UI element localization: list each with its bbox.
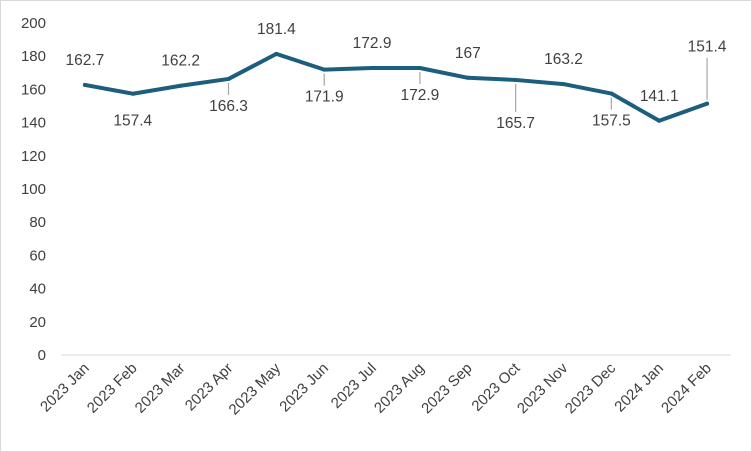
data-point [226,76,231,81]
data-label: 162.2 [161,53,200,70]
data-point [178,83,183,88]
leader-lines [227,57,708,112]
data-point [657,118,662,123]
data-label: 165.7 [496,115,535,132]
data-point [322,67,327,72]
data-label: 157.5 [592,113,631,130]
data-label: 157.4 [113,113,152,130]
y-tick-label: 160 [21,81,46,98]
x-tick-label: 2023 Jun [276,360,332,416]
y-tick-label: 40 [29,281,46,298]
x-tick-label: 2023 Nov [514,359,572,417]
y-tick-label: 120 [21,148,46,165]
y-tick-label: 100 [21,181,46,198]
data-label: 172.9 [353,35,392,52]
data-point [130,91,135,96]
data-point [465,75,470,80]
x-tick-label: 2023 Aug [371,360,428,417]
data-point [417,65,422,70]
data-point [609,91,614,96]
x-tick-label: 2023 Sep [418,360,475,417]
y-tick-label: 180 [21,48,46,65]
x-tick-label: 2023 Jan [37,360,93,416]
data-label: 181.4 [257,21,296,38]
y-tick-label: 0 [38,347,46,364]
x-tick-label: 2023 May [226,359,285,418]
data-labels: 162.7 157.4 162.2 166.3 181.4 171.9 172.9 172.9… [66,21,727,132]
y-axis-tick-labels: 0 20 40 60 80 100 120 140 160 180 200 [21,15,46,364]
data-point [82,82,87,87]
y-tick-label: 20 [29,314,46,331]
x-tick-label: 2024 Jan [611,360,667,416]
x-tick-label: 2023 Dec [562,359,620,417]
x-tick-label: 2023 Mar [132,360,189,417]
data-label: 163.2 [544,51,583,68]
data-point [561,82,566,87]
series-line [82,51,710,123]
data-point [274,51,279,56]
y-tick-label: 140 [21,115,46,132]
data-label: 167 [455,45,481,62]
data-label: 172.9 [401,87,440,104]
data-point [370,65,375,70]
data-point [705,101,710,106]
data-label: 141.1 [640,88,679,105]
data-label: 151.4 [688,39,727,56]
y-tick-label: 60 [29,247,46,264]
data-point [513,77,518,82]
y-tick-label: 80 [29,214,46,231]
y-tick-label: 200 [21,15,46,32]
x-tick-label: 2024 Feb [658,360,715,417]
data-label: 171.9 [305,89,344,106]
data-label: 166.3 [209,98,248,115]
x-tick-label: 2023 Feb [84,360,141,417]
data-label: 162.7 [66,52,105,69]
